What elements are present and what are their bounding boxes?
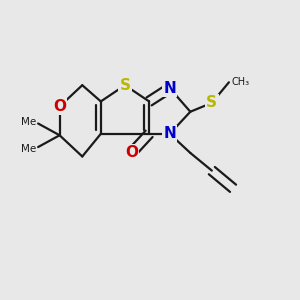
- Text: N: N: [164, 81, 176, 96]
- Text: S: S: [119, 78, 130, 93]
- Text: O: O: [125, 146, 138, 160]
- Text: Me: Me: [21, 143, 37, 154]
- Text: Me: Me: [21, 117, 37, 127]
- Text: CH₃: CH₃: [232, 77, 250, 87]
- Text: O: O: [53, 99, 66, 114]
- Text: N: N: [164, 126, 176, 141]
- Text: S: S: [206, 95, 217, 110]
